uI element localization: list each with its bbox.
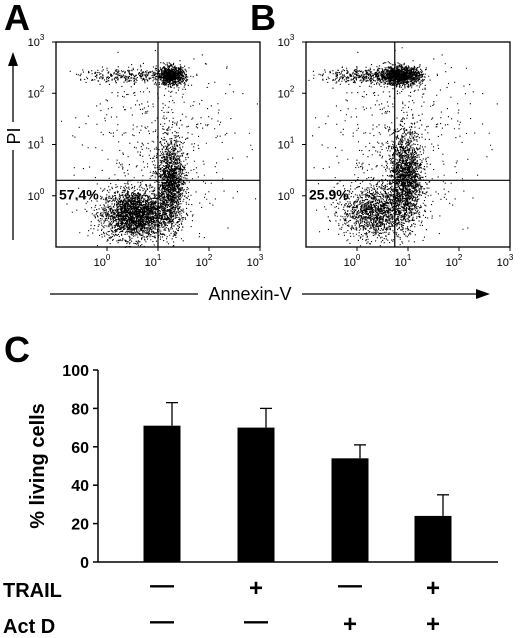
y-tick-label: 102	[278, 84, 295, 100]
x-tick-label: 102	[446, 253, 463, 269]
flow-cytometry-panel-a: 100 101 102 103 100 101 102 103 57.4%	[28, 33, 264, 269]
row-label-trail: TRAIL	[3, 580, 62, 602]
y-tick-label: 103	[278, 33, 295, 49]
y-tick-label: 60	[71, 440, 89, 457]
panel-letter-b: B	[250, 0, 276, 38]
actd-mark: +	[343, 611, 357, 638]
panel-letter-c: C	[4, 329, 30, 370]
annexin-label: Annexin-V	[208, 284, 291, 304]
x-tick-label: 101	[145, 253, 162, 269]
y-tick-label: 102	[28, 84, 45, 100]
y-tick-label: 101	[278, 136, 295, 152]
trail-mark: +	[249, 575, 263, 602]
panel-letter-a: A	[4, 0, 30, 38]
trail-mark: +	[426, 575, 440, 602]
annexin-axis-label: Annexin-V	[50, 284, 490, 304]
y-tick-label: 40	[71, 478, 89, 495]
y-tick-label: 0	[80, 555, 89, 572]
trail-mark: —	[150, 572, 174, 599]
y-tick-label: 101	[28, 136, 45, 152]
x-tick-label: 102	[196, 253, 213, 269]
quadrant-percentage-label: 25.9%	[309, 186, 349, 202]
y-tick-label: 100	[62, 363, 89, 380]
y-tick-label: 20	[71, 517, 89, 534]
bar	[414, 515, 452, 562]
y-axis-label-living-cells: % living cells	[27, 403, 49, 529]
x-tick-label: 100	[344, 253, 361, 269]
x-tick-label: 103	[497, 253, 514, 269]
y-tick-label: 100	[28, 187, 45, 203]
event-dots	[61, 50, 258, 248]
x-tick-label: 100	[94, 253, 111, 269]
x-tick-label: 103	[247, 253, 264, 269]
pi-label: PI	[4, 127, 24, 144]
flow-cytometry-panel-b: 100 101 102 103 100 101 102 103 25.9%	[278, 33, 514, 269]
event-dots	[308, 47, 498, 248]
quadrant-percentage-label: 57.4%	[59, 186, 99, 202]
annexin-arrow-head	[476, 289, 490, 299]
row-label-actd: Act D	[3, 616, 55, 638]
actd-mark: +	[426, 611, 440, 638]
bar	[237, 427, 275, 562]
y-tick-label: 100	[278, 187, 295, 203]
actd-mark: —	[150, 608, 174, 635]
bar	[331, 458, 369, 562]
pi-axis-label: PI	[4, 52, 24, 240]
pi-arrow-head	[8, 52, 18, 66]
actd-mark: —	[244, 608, 268, 635]
bar	[143, 425, 181, 562]
bar-chart-panel-c: 0 20 40 60 80 100 — + — + — — + +	[62, 363, 498, 638]
y-tick-label: 80	[71, 401, 89, 418]
y-tick-label: 103	[28, 33, 45, 49]
trail-mark: —	[338, 572, 362, 599]
x-tick-label: 101	[395, 253, 412, 269]
